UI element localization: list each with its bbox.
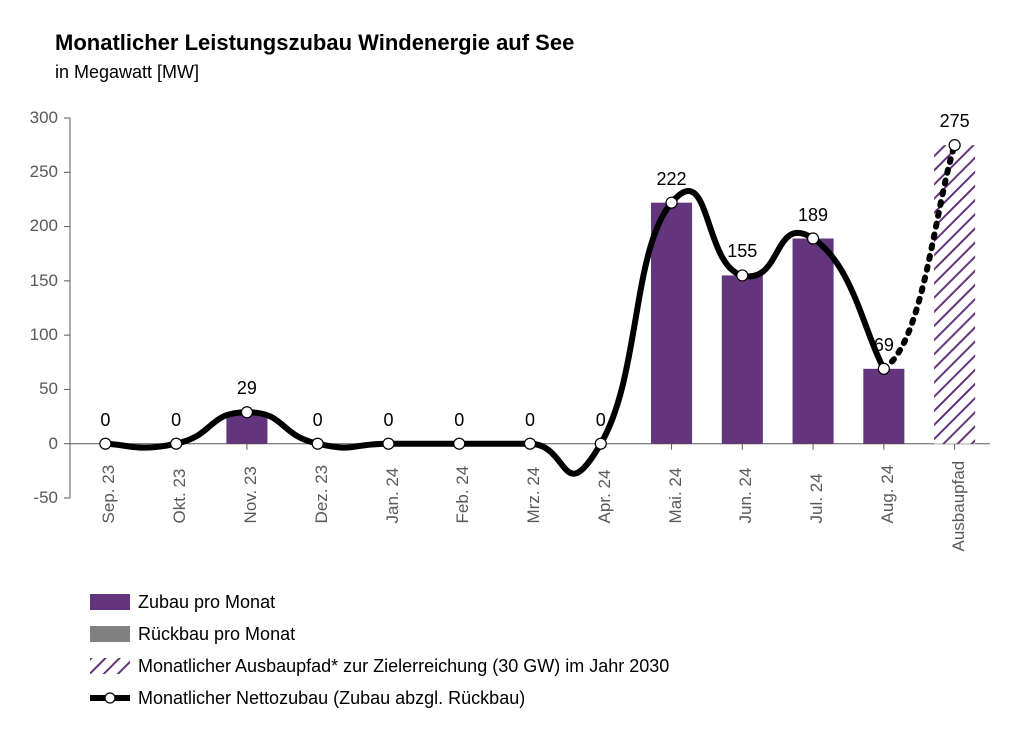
x-axis-tick-label: Mrz. 24 [524, 466, 544, 523]
legend-label: Monatlicher Ausbaupfad* zur Zielerreichu… [138, 656, 669, 677]
x-axis-tick-label: Ausbaupfad [949, 460, 969, 551]
legend-item: Zubau pro Monat [90, 586, 669, 618]
chart-legend: Zubau pro Monat Rückbau pro Monat Monatlic… [90, 586, 669, 714]
x-axis-tick-label: Mai. 24 [666, 467, 686, 523]
y-axis-tick-label: 150 [0, 271, 58, 291]
x-axis-tick-label: Sep. 23 [99, 465, 119, 524]
bar-value-label: 0 [358, 410, 418, 431]
chart-subtitle: in Megawatt [MW] [55, 62, 199, 83]
legend-label: Rückbau pro Monat [138, 624, 295, 645]
legend-swatch [90, 690, 130, 706]
bar-value-label: 29 [217, 378, 277, 399]
x-axis-tick-label: Aug. 24 [878, 465, 898, 524]
bar-value-label: 0 [571, 410, 631, 431]
legend-swatch [90, 594, 130, 610]
x-axis-tick-label: Apr. 24 [595, 469, 615, 523]
x-axis-tick-label: Nov. 23 [241, 466, 261, 523]
bar-value-label: 0 [288, 410, 348, 431]
y-axis-tick-label: 200 [0, 216, 58, 236]
bar-value-label: 0 [146, 410, 206, 431]
legend-item: Rückbau pro Monat [90, 618, 669, 650]
x-axis-tick-label: Feb. 24 [453, 465, 473, 523]
y-axis-tick-label: 100 [0, 325, 58, 345]
y-axis-tick-label: 250 [0, 162, 58, 182]
bar-value-label: 222 [642, 169, 702, 190]
bar-value-label: 0 [500, 410, 560, 431]
bar-value-label: 189 [783, 205, 843, 226]
y-axis-tick-label: 50 [0, 379, 58, 399]
bar-value-label: 155 [712, 241, 772, 262]
legend-swatch [90, 658, 130, 674]
x-axis-tick-label: Okt. 23 [170, 468, 190, 523]
x-axis-tick-label: Dez. 23 [312, 465, 332, 524]
x-axis-tick-label: Jun. 24 [736, 467, 756, 523]
y-axis-tick-label: -50 [0, 488, 58, 508]
legend-item: Monatlicher Ausbaupfad* zur Zielerreichu… [90, 650, 669, 682]
y-axis-tick-label: 0 [0, 434, 58, 454]
chart-canvas [0, 0, 1024, 580]
bar-value-label: 0 [75, 410, 135, 431]
bar-value-label: 69 [854, 335, 914, 356]
bar-value-label: 0 [429, 410, 489, 431]
legend-label: Zubau pro Monat [138, 592, 275, 613]
chart-title: Monatlicher Leistungszubau Windenergie a… [55, 30, 574, 56]
bar-value-label: 275 [925, 111, 985, 132]
y-axis-tick-label: 300 [0, 108, 58, 128]
legend-label: Monatlicher Nettozubau (Zubau abzgl. Rüc… [138, 688, 525, 709]
x-axis-tick-label: Jul. 24 [807, 473, 827, 523]
legend-item: Monatlicher Nettozubau (Zubau abzgl. Rüc… [90, 682, 669, 714]
x-axis-tick-label: Jan. 24 [383, 467, 403, 523]
legend-swatch [90, 626, 130, 642]
